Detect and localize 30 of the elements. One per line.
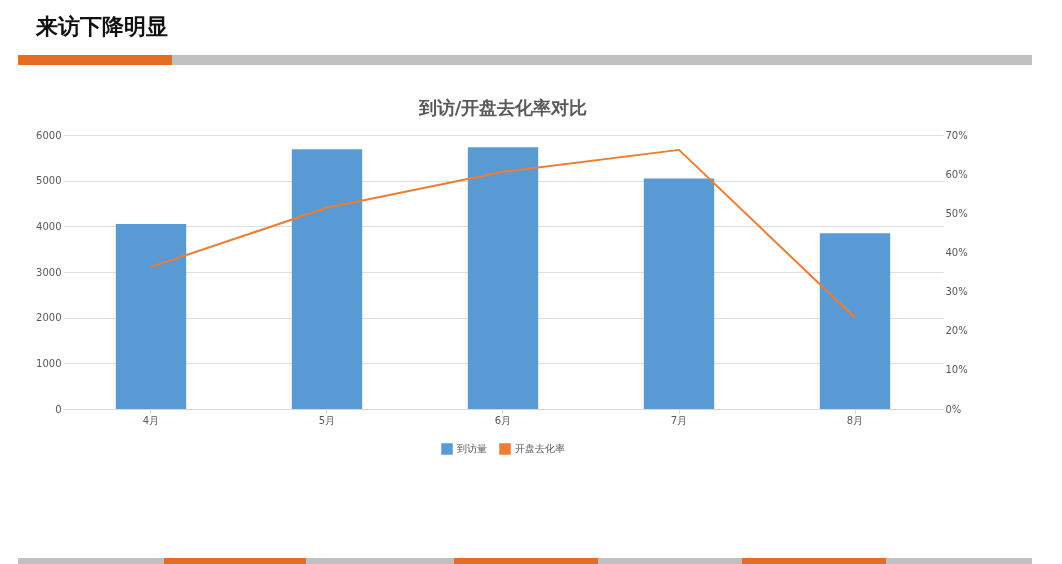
y2-tick-label: 30% — [945, 286, 968, 298]
bar — [819, 233, 891, 409]
line-series — [150, 148, 856, 319]
y-tick-label: 5000 — [36, 175, 62, 187]
x-tick-label: 8月 — [846, 414, 864, 426]
chart-subtitle: 到访/开盘去化率对比 — [417, 97, 588, 118]
y2-tick-label: 50% — [945, 207, 968, 219]
legend-label: 到访量 — [457, 443, 487, 454]
bar — [115, 224, 187, 409]
y-tick-label: 0 — [55, 403, 62, 415]
chart-title: 来访下降明显 — [36, 13, 168, 41]
y-tick-label: 4000 — [36, 220, 62, 232]
y-tick-label: 1000 — [36, 357, 62, 369]
x-tick-label: 6月 — [494, 414, 512, 426]
bar — [643, 178, 715, 409]
x-tick-label: 5月 — [318, 414, 336, 426]
bar — [467, 147, 539, 409]
bar — [291, 149, 363, 409]
x-tick-label: 7月 — [670, 414, 688, 426]
y-tick-label: 3000 — [36, 266, 62, 278]
y2-tick-label: 60% — [945, 168, 968, 180]
legend-label: 开盘去化率 — [515, 443, 565, 454]
y2-tick-label: 0% — [945, 403, 962, 415]
x-tick-label: 4月 — [142, 414, 160, 426]
y2-tick-label: 20% — [945, 325, 968, 337]
y-tick-label: 2000 — [36, 312, 62, 324]
y2-tick-label: 10% — [945, 364, 968, 376]
y2-tick-label: 40% — [945, 246, 968, 258]
y2-tick-label: 70% — [945, 129, 968, 141]
y-tick-label: 6000 — [36, 129, 62, 141]
